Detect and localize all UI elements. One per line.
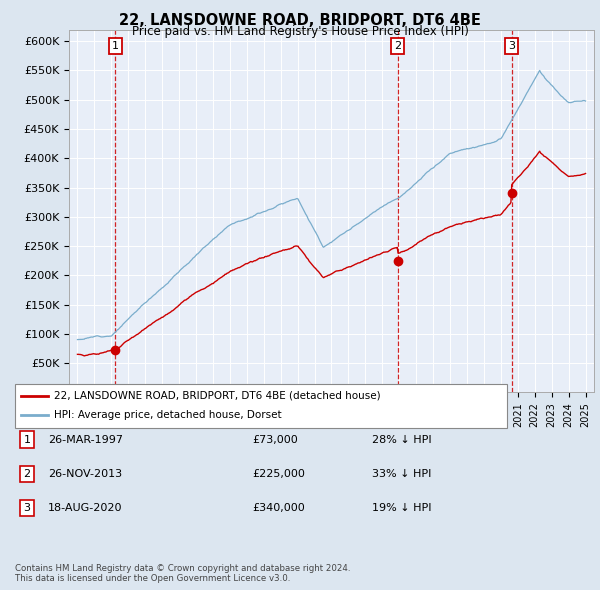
Text: £73,000: £73,000 xyxy=(252,435,298,444)
Text: Contains HM Land Registry data © Crown copyright and database right 2024.
This d: Contains HM Land Registry data © Crown c… xyxy=(15,563,350,583)
Text: 18-AUG-2020: 18-AUG-2020 xyxy=(48,503,122,513)
Text: Price paid vs. HM Land Registry's House Price Index (HPI): Price paid vs. HM Land Registry's House … xyxy=(131,25,469,38)
Text: 1: 1 xyxy=(112,41,119,51)
Text: £225,000: £225,000 xyxy=(252,469,305,478)
Text: 2: 2 xyxy=(394,41,401,51)
Text: 26-NOV-2013: 26-NOV-2013 xyxy=(48,469,122,478)
Text: 22, LANSDOWNE ROAD, BRIDPORT, DT6 4BE: 22, LANSDOWNE ROAD, BRIDPORT, DT6 4BE xyxy=(119,13,481,28)
Text: 19% ↓ HPI: 19% ↓ HPI xyxy=(372,503,431,513)
Text: 28% ↓ HPI: 28% ↓ HPI xyxy=(372,435,431,444)
Text: 26-MAR-1997: 26-MAR-1997 xyxy=(48,435,123,444)
Text: 22, LANSDOWNE ROAD, BRIDPORT, DT6 4BE (detached house): 22, LANSDOWNE ROAD, BRIDPORT, DT6 4BE (d… xyxy=(54,391,380,401)
Text: 3: 3 xyxy=(508,41,515,51)
Text: HPI: Average price, detached house, Dorset: HPI: Average price, detached house, Dors… xyxy=(54,411,281,420)
Text: 33% ↓ HPI: 33% ↓ HPI xyxy=(372,469,431,478)
Text: 2: 2 xyxy=(23,469,31,478)
Text: 1: 1 xyxy=(23,435,31,444)
Text: £340,000: £340,000 xyxy=(252,503,305,513)
Text: 3: 3 xyxy=(23,503,31,513)
